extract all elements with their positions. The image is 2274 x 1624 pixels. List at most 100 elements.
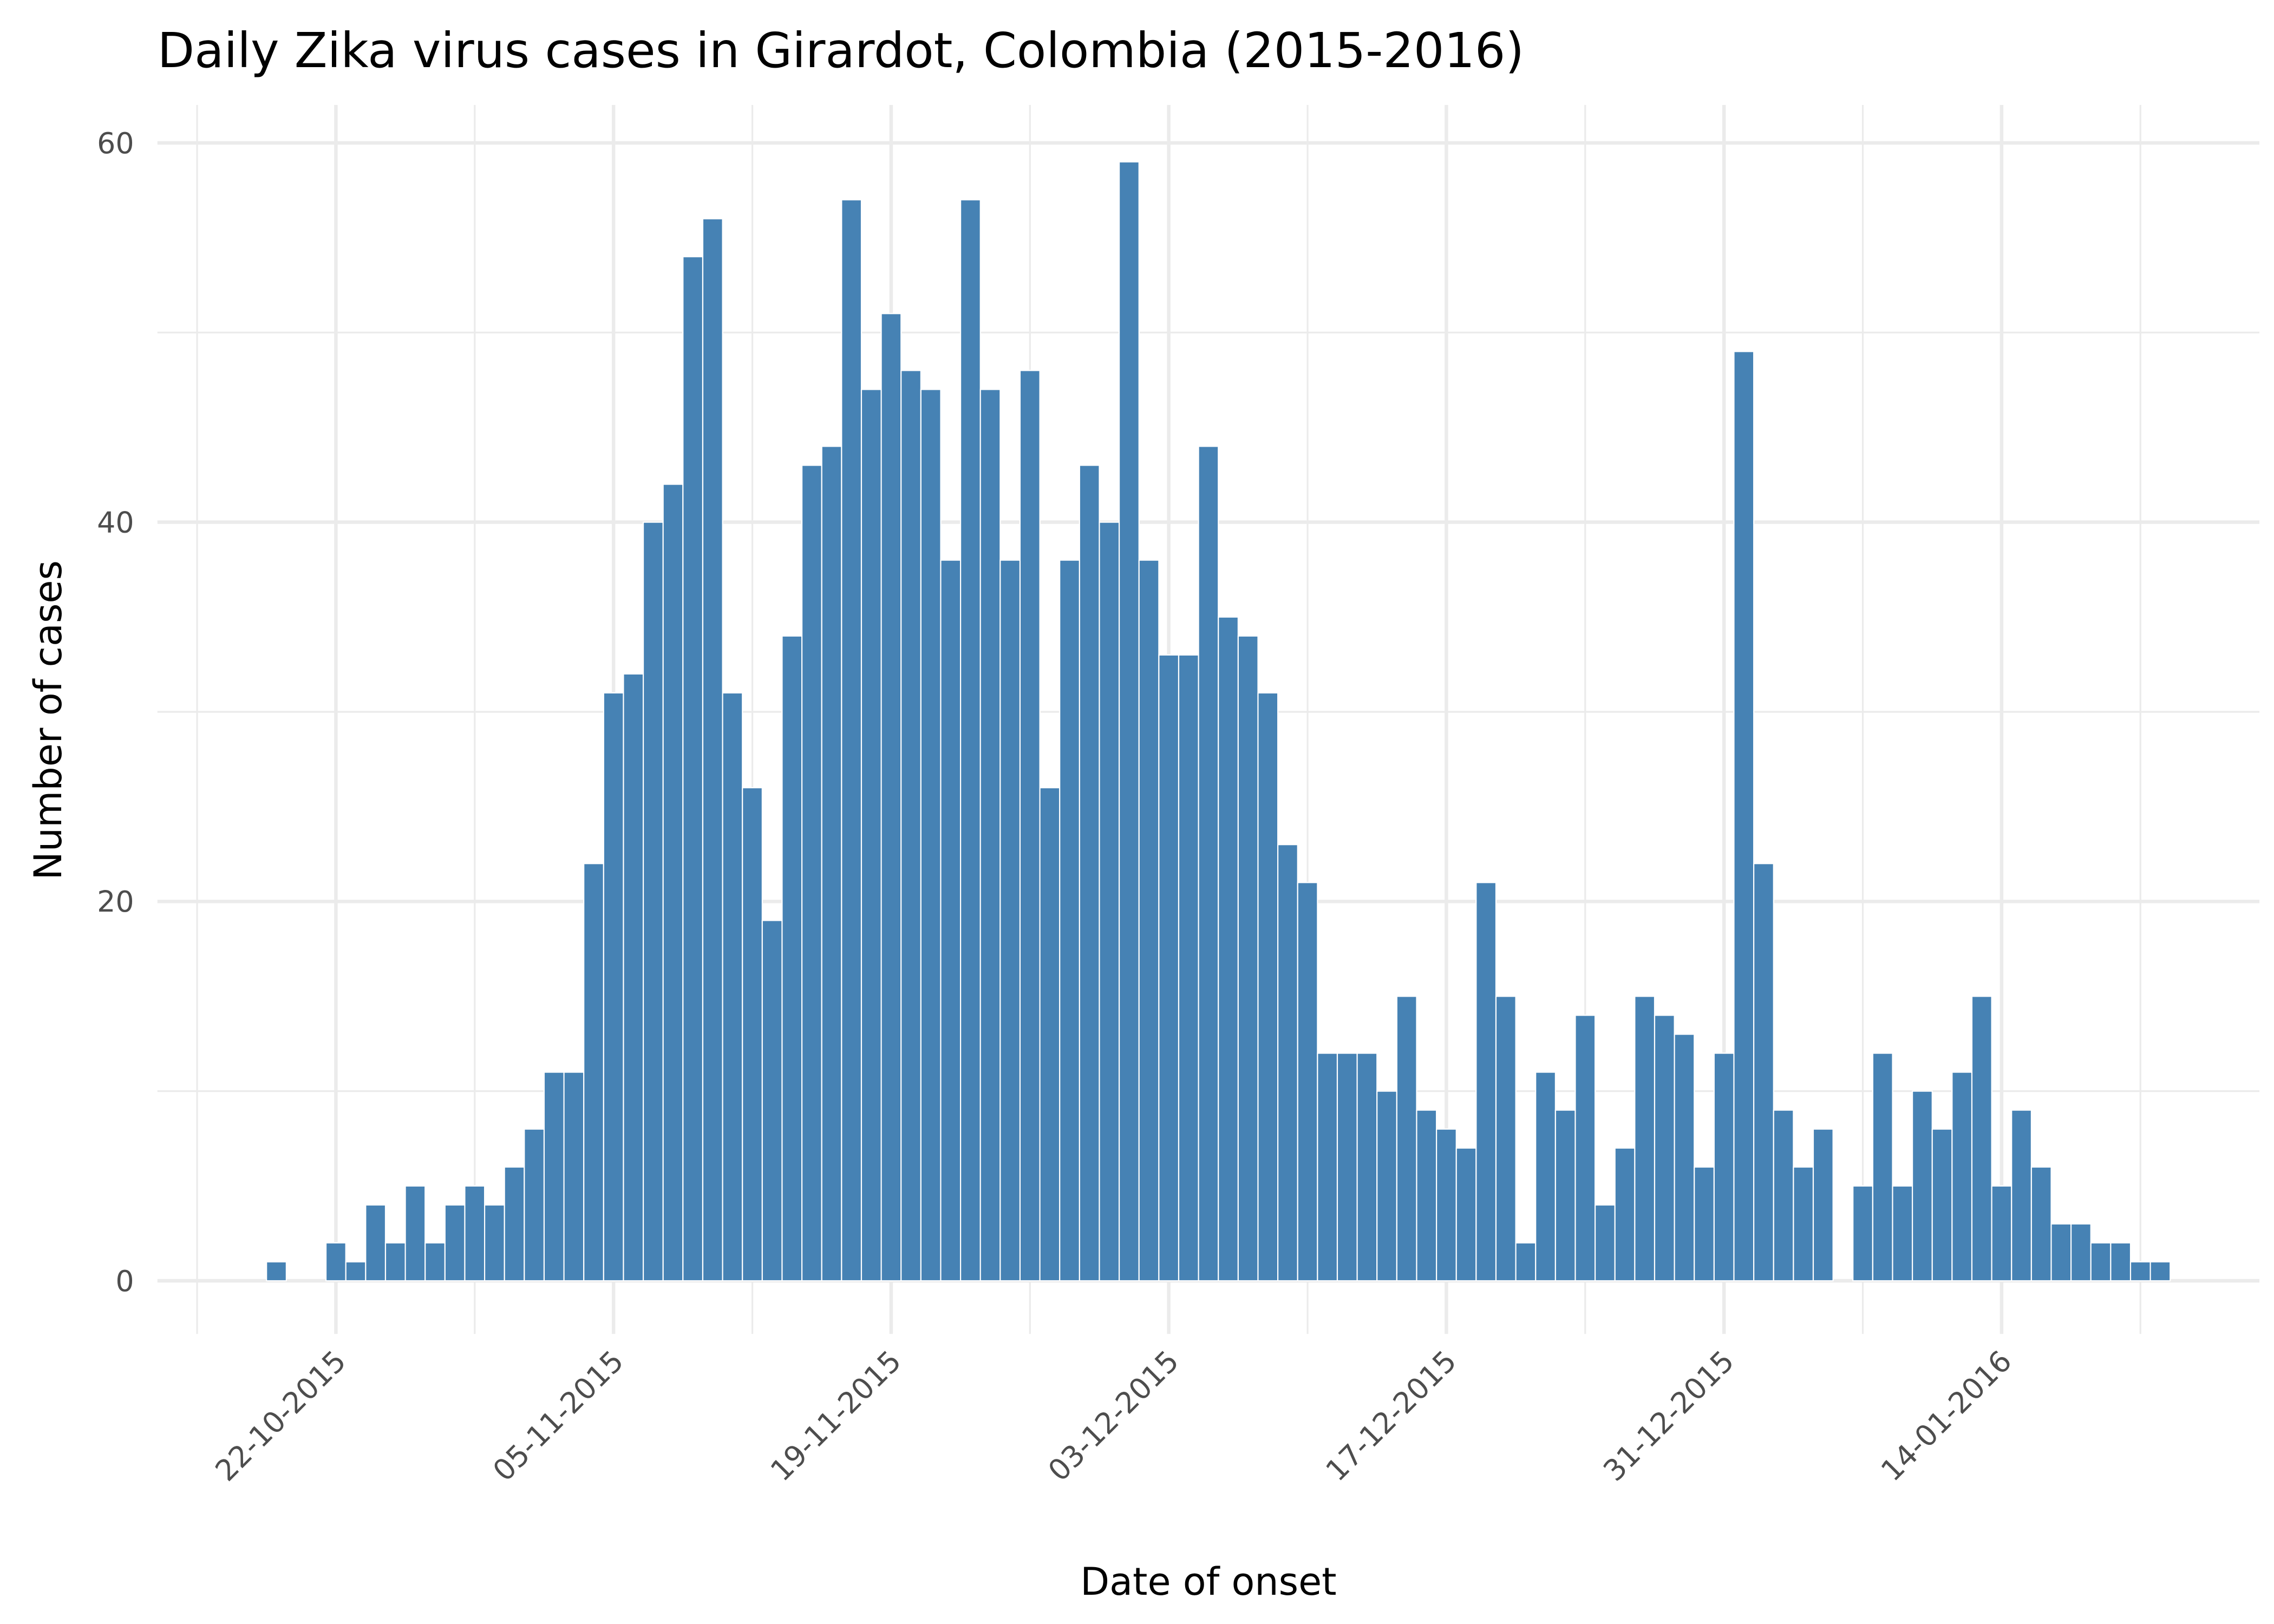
bar <box>1931 1128 1953 1282</box>
bar <box>2070 1223 2092 1282</box>
bar <box>2050 1223 2072 1282</box>
chart-title: Daily Zika virus cases in Girardot, Colo… <box>158 23 1524 78</box>
bar <box>1079 464 1100 1282</box>
y-tick-label: 20 <box>97 885 134 919</box>
y-tick-label: 60 <box>97 126 134 160</box>
bar <box>1119 161 1140 1282</box>
bar <box>1416 1109 1437 1282</box>
bar <box>1138 559 1160 1282</box>
bar <box>1971 996 1992 1282</box>
bar <box>1852 1185 1873 1282</box>
bar <box>1436 1128 1457 1282</box>
bar <box>1277 844 1298 1282</box>
bar <box>1495 996 1517 1282</box>
bar <box>801 464 822 1282</box>
bar <box>1396 996 1417 1282</box>
bar <box>464 1185 486 1282</box>
bar <box>2030 1166 2052 1282</box>
bar <box>662 483 684 1282</box>
bar <box>504 1166 525 1282</box>
bar <box>1654 1014 1675 1282</box>
bar <box>1317 1052 1338 1282</box>
bar <box>643 521 664 1282</box>
bar <box>1515 1242 1537 1282</box>
bar <box>1912 1090 1933 1282</box>
bar <box>1455 1147 1477 1282</box>
bar <box>1554 1109 1576 1282</box>
bar <box>1733 351 1755 1282</box>
bar <box>999 559 1021 1282</box>
bar <box>424 1242 446 1282</box>
bar <box>1892 1185 1913 1282</box>
bar <box>1336 1052 1358 1282</box>
bar <box>1059 559 1080 1282</box>
bar <box>1475 882 1497 1282</box>
bar <box>1634 996 1656 1282</box>
bar <box>1257 692 1279 1282</box>
bar <box>1376 1090 1397 1282</box>
y-axis-label: Number of cases <box>26 560 70 880</box>
bar <box>1019 370 1041 1282</box>
bar <box>1991 1185 2012 1282</box>
bar <box>1099 521 1120 1282</box>
bar <box>1178 654 1199 1282</box>
bar <box>404 1185 426 1282</box>
bars <box>266 161 2171 1282</box>
bar <box>1793 1166 1814 1282</box>
bar <box>900 370 922 1282</box>
bar <box>682 256 704 1282</box>
bar <box>1713 1052 1735 1282</box>
bar <box>1237 635 1259 1282</box>
bar <box>940 559 962 1282</box>
bar <box>1297 882 1318 1282</box>
bar <box>583 863 604 1282</box>
bar <box>841 199 862 1282</box>
bar <box>979 389 1001 1282</box>
bar <box>1039 787 1061 1282</box>
bar <box>1773 1109 1794 1282</box>
bar <box>1198 446 1219 1282</box>
bar <box>1694 1166 1715 1282</box>
y-tick-label: 0 <box>115 1264 134 1298</box>
bar <box>960 199 981 1282</box>
bar <box>2129 1261 2151 1282</box>
bar <box>860 389 882 1282</box>
bar <box>821 446 842 1282</box>
bar <box>603 692 624 1282</box>
bar <box>742 787 763 1282</box>
bar <box>1158 654 1180 1282</box>
bar <box>2090 1242 2112 1282</box>
bar <box>1614 1147 1636 1282</box>
y-tick-label: 40 <box>97 505 134 539</box>
bar <box>920 389 942 1282</box>
bar <box>325 1242 347 1282</box>
bar <box>702 218 723 1282</box>
bar <box>543 1071 565 1282</box>
bar <box>384 1242 406 1282</box>
bar <box>1753 863 1774 1282</box>
bar <box>880 313 902 1282</box>
bar <box>1674 1033 1695 1282</box>
bar <box>1951 1071 1973 1282</box>
bar <box>2011 1109 2032 1282</box>
x-axis-label: Date of onset <box>1080 1560 1336 1604</box>
bar <box>1595 1204 1616 1282</box>
bar <box>345 1261 367 1282</box>
bar <box>1218 616 1239 1282</box>
bar <box>2110 1242 2132 1282</box>
bar <box>623 673 644 1282</box>
bar <box>444 1204 466 1282</box>
bar <box>2149 1261 2171 1282</box>
bar <box>484 1204 505 1282</box>
bar <box>1356 1052 1378 1282</box>
bar <box>563 1071 585 1282</box>
bar <box>266 1261 287 1282</box>
bar <box>524 1128 545 1282</box>
bar <box>1535 1071 1556 1282</box>
bar <box>722 692 743 1282</box>
bar <box>1574 1014 1596 1282</box>
bar <box>1812 1128 1834 1282</box>
bar <box>761 920 783 1282</box>
